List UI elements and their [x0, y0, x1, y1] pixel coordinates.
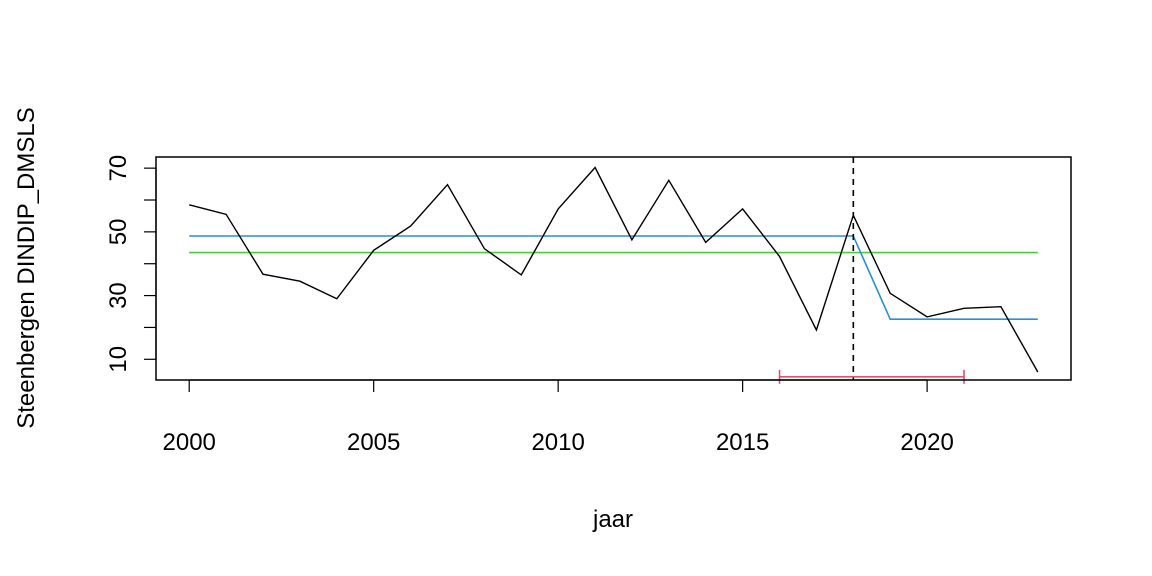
y-axis: 10 30 50 70	[105, 155, 157, 373]
plot-frame	[155, 156, 1072, 381]
x-axis: 2000 2005 2010 2015 2020	[163, 379, 954, 456]
y-tick-label: 70	[105, 155, 132, 182]
x-axis-title: jaar	[592, 506, 633, 533]
y-tick-label: 50	[105, 219, 132, 246]
x-tick-label: 2020	[900, 429, 953, 456]
x-tick-label: 2010	[531, 429, 584, 456]
x-tick-label: 2000	[163, 429, 216, 456]
y-tick-label: 30	[105, 282, 132, 309]
plot-layer	[189, 157, 1039, 384]
series-line-0	[189, 166, 1039, 373]
y-tick-label: 10	[105, 346, 132, 373]
series-line-1	[189, 235, 1038, 321]
y-axis-title: Steenbergen DINDIP_DMSLS	[13, 107, 40, 429]
x-tick-label: 2005	[347, 429, 400, 456]
x-tick-label: 2015	[716, 429, 769, 456]
